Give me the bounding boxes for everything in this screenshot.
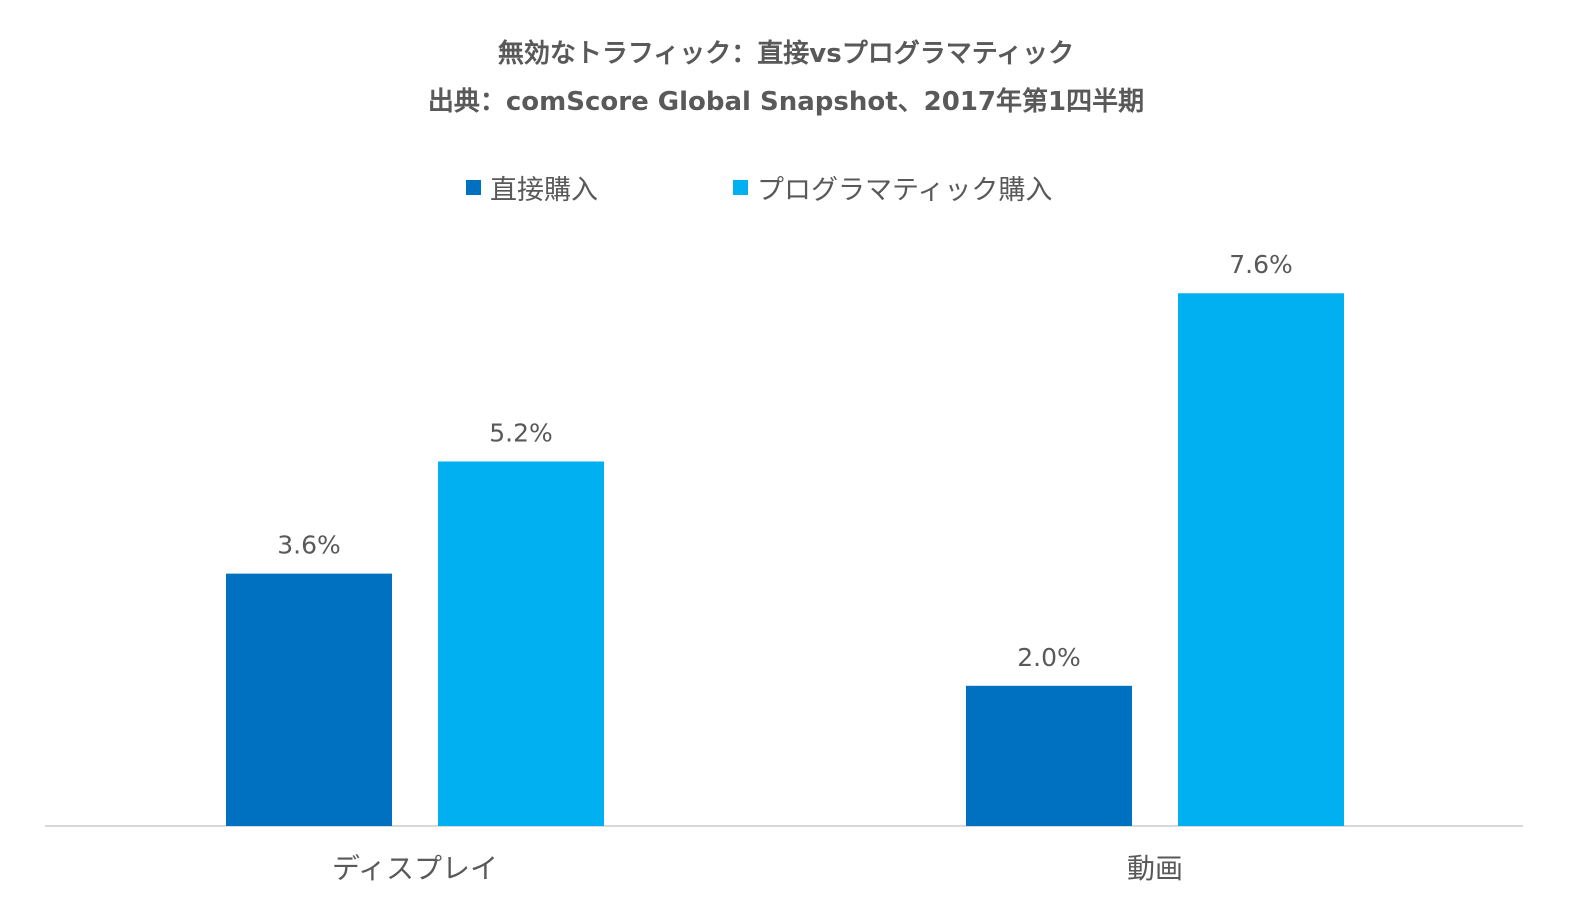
- bar-direct-1: [966, 685, 1132, 826]
- category-label: 動画: [1127, 852, 1183, 885]
- data-label: 3.6%: [277, 531, 341, 560]
- data-label: 5.2%: [489, 418, 553, 447]
- chart-subtitle: 出典：comScore Global Snapshot、2017年第1四半期: [428, 86, 1144, 117]
- bar-programmatic-1: [1178, 293, 1344, 826]
- bar-direct-0: [226, 573, 392, 826]
- legend-swatch: [466, 180, 481, 195]
- legend-label: 直接購入: [490, 175, 598, 206]
- data-label: 7.6%: [1229, 250, 1293, 279]
- bar-programmatic-0: [438, 461, 604, 826]
- legend: 直接購入 プログラマティック購入: [466, 175, 1052, 206]
- legend-label: プログラマティック購入: [757, 175, 1052, 206]
- legend-swatch: [733, 180, 748, 195]
- category-label: ディスプレイ: [332, 852, 498, 885]
- chart-title: 無効なトラフィック：直接vsプログラマティック: [498, 38, 1074, 69]
- plot-area: 3.6% 5.2% ディスプレイ 2.0% 7.6% 動画: [45, 250, 1523, 885]
- data-label: 2.0%: [1017, 643, 1081, 672]
